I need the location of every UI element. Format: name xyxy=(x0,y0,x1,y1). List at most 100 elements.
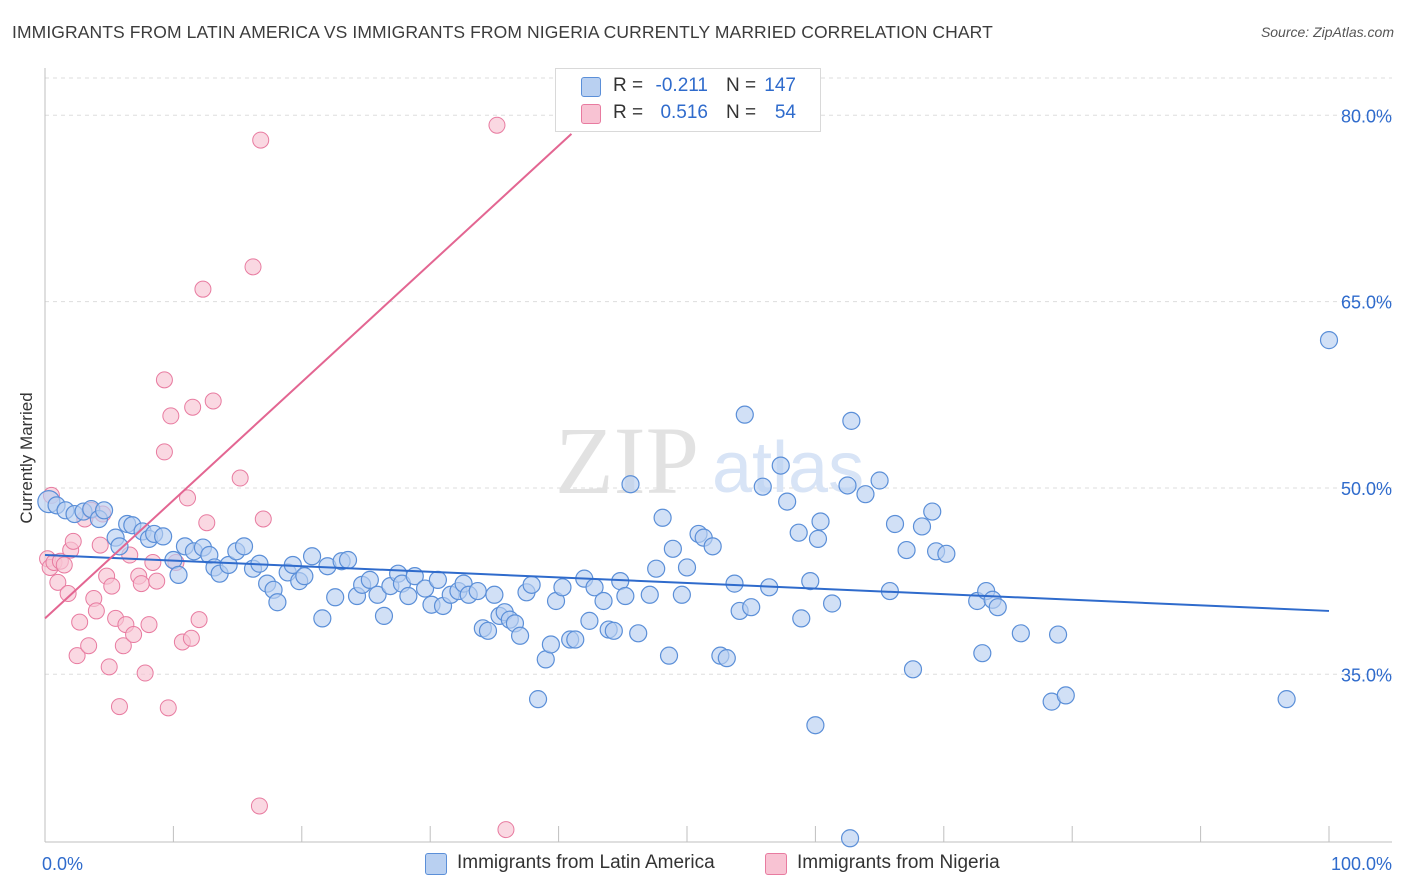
legend-r-label: R = xyxy=(613,102,644,123)
nigeria-point xyxy=(136,664,154,682)
latin-america-point xyxy=(753,477,772,496)
latin-america-point xyxy=(677,558,697,577)
nigeria-point xyxy=(179,489,197,507)
latin-america-point xyxy=(792,609,811,628)
legend-n-value: 147 xyxy=(764,75,796,96)
nigeria-point xyxy=(148,572,166,590)
latin-america-point xyxy=(374,606,394,626)
latin-america-point xyxy=(801,572,820,591)
bottom-legend-swatch-blue xyxy=(425,853,447,875)
latin-america-point xyxy=(988,598,1007,617)
bottom-legend-label: Immigrants from Latin America xyxy=(457,852,715,873)
latin-america-point xyxy=(659,646,679,665)
x-tick-label-max: 100.0% xyxy=(1331,854,1392,874)
legend-swatch-blue xyxy=(581,77,601,97)
latin-america-point xyxy=(594,591,613,611)
latin-america-point xyxy=(1056,686,1075,705)
legend-n-label: N = xyxy=(726,75,757,96)
latin-america-point xyxy=(234,537,254,556)
correlation-legend: R = -0.211 N = 147 R = 0.516 N = 54 xyxy=(555,68,821,132)
latin-america-point xyxy=(428,570,448,589)
nigeria-point xyxy=(110,698,128,716)
latin-america-point xyxy=(621,475,640,494)
latin-america-point xyxy=(360,570,379,589)
latin-america-point xyxy=(842,411,861,430)
latin-america-point xyxy=(326,588,345,607)
latin-america-point xyxy=(885,514,905,534)
latin-america-point xyxy=(838,476,857,495)
nigeria-point xyxy=(250,797,268,815)
latin-america-point xyxy=(522,575,541,594)
nigeria-point xyxy=(252,131,270,149)
latin-america-point xyxy=(742,598,761,617)
latin-america-point xyxy=(219,555,238,575)
chart-title: IMMIGRANTS FROM LATIN AMERICA VS IMMIGRA… xyxy=(12,22,993,42)
nigeria-point xyxy=(194,280,212,298)
latin-america-point xyxy=(778,492,797,511)
nigeria-point xyxy=(68,647,86,665)
latin-america-point xyxy=(937,544,956,563)
latin-america-point xyxy=(903,660,923,679)
latin-america-point xyxy=(566,630,585,649)
nigeria-point xyxy=(87,602,105,620)
nigeria-point xyxy=(162,407,180,425)
latin-america-point xyxy=(771,456,790,475)
latin-america-point xyxy=(811,512,830,531)
source-label: Source: ZipAtlas.com xyxy=(1260,24,1394,40)
latin-america-point xyxy=(672,585,691,604)
tick-labels: 35.0% 50.0% 65.0% 80.0% 0.0% 100.0% xyxy=(42,106,1392,874)
latin-america-point xyxy=(468,581,487,601)
latin-america-point xyxy=(580,611,599,630)
nigeria-point xyxy=(204,392,222,410)
legend-swatch-pink xyxy=(581,104,601,124)
nigeria-point xyxy=(125,626,143,644)
nigeria-point xyxy=(64,532,82,550)
nigeria-point xyxy=(114,637,132,655)
latin-america-point xyxy=(806,716,825,735)
watermark: ZIP atlas xyxy=(555,407,864,514)
latin-america-point xyxy=(313,609,332,628)
latin-america-point xyxy=(415,579,435,598)
nigeria-point xyxy=(71,613,89,631)
nigeria-point xyxy=(91,536,109,554)
latin-america-point xyxy=(302,547,322,566)
nigeria-point xyxy=(140,616,158,634)
latin-america-point xyxy=(1319,331,1339,350)
latin-america-point xyxy=(973,644,992,663)
latin-america-point xyxy=(897,540,916,560)
nigeria-point xyxy=(190,611,208,629)
nigeria-point xyxy=(155,443,173,461)
nigeria-point xyxy=(155,371,173,389)
latin-america-point xyxy=(703,537,722,556)
watermark-zip: ZIP xyxy=(555,407,699,514)
latin-america-point xyxy=(510,626,530,645)
latin-america-point xyxy=(808,529,828,548)
y-tick-label: 65.0% xyxy=(1341,293,1392,313)
latin-america-point xyxy=(735,405,754,424)
nigeria-point xyxy=(497,821,515,839)
latin-america-point xyxy=(338,550,358,570)
latin-america-point xyxy=(1048,625,1068,644)
latin-america-point xyxy=(368,585,387,604)
latin-america-point xyxy=(663,539,682,558)
latin-america-point xyxy=(653,508,672,527)
nigeria-trend-line xyxy=(44,133,573,620)
nigeria-points xyxy=(39,116,515,839)
latin-america-point xyxy=(528,690,548,709)
nigeria-point xyxy=(80,637,98,655)
latin-america-point xyxy=(295,567,314,586)
latin-america-point xyxy=(717,649,736,668)
latin-america-point xyxy=(840,829,860,848)
legend-r-value: 0.516 xyxy=(660,102,708,123)
latin-america-point xyxy=(870,471,889,490)
latin-america-point xyxy=(912,517,932,536)
nigeria-point xyxy=(132,575,150,593)
nigeria-point xyxy=(59,585,77,603)
y-tick-label: 80.0% xyxy=(1341,106,1392,126)
latin-america-point xyxy=(822,594,842,613)
latin-america-point xyxy=(1011,624,1030,643)
latin-america-point xyxy=(923,502,942,521)
nigeria-point xyxy=(100,658,118,676)
latin-america-point xyxy=(399,586,418,606)
latin-america-point xyxy=(553,578,572,597)
